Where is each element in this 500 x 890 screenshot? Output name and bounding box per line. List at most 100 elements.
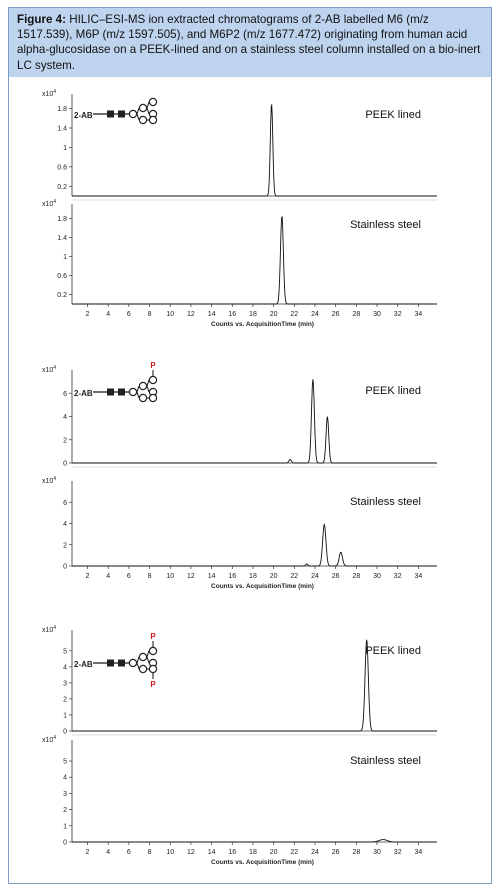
y-tick-label: 2 bbox=[63, 807, 67, 814]
x-tick-label: 28 bbox=[352, 311, 360, 318]
x-axis-title: Counts vs. AcquisitionTime (min) bbox=[211, 859, 314, 866]
y-tick-label: 1.8 bbox=[57, 106, 67, 113]
panel-stainless-steel: x104 0 1 2 3 4 5 Stainless steel bbox=[42, 735, 437, 847]
x-tick-label: 24 bbox=[311, 849, 319, 856]
x-tick-label: 12 bbox=[187, 311, 195, 318]
x-tick-label: 26 bbox=[332, 849, 340, 856]
x-tick-label: 34 bbox=[414, 311, 422, 318]
chromatogram-trace bbox=[72, 379, 437, 464]
y-tick-label: 1 bbox=[63, 145, 67, 152]
y-tick-label: 1 bbox=[63, 254, 67, 261]
x-tick-label: 30 bbox=[373, 849, 381, 856]
mannose-circle-icon bbox=[148, 115, 158, 125]
phosphate-label: P bbox=[150, 680, 156, 689]
x-tick-label: 14 bbox=[208, 849, 216, 856]
y-tick-label: 2 bbox=[63, 696, 67, 703]
x-axis-title: Counts vs. AcquisitionTime (min) bbox=[211, 583, 314, 590]
panel-label: Stainless steel bbox=[350, 755, 421, 767]
x-tick-label: 30 bbox=[373, 311, 381, 318]
x-tick-label: 26 bbox=[332, 573, 340, 580]
x-tick-label: 6 bbox=[127, 311, 131, 318]
y-tick-label: 0 bbox=[63, 729, 67, 736]
glycan-bond bbox=[136, 662, 140, 670]
x-tick-label: 22 bbox=[290, 311, 298, 318]
y-tick-label: 3 bbox=[63, 680, 67, 687]
y-scale-exponent: 4 bbox=[53, 365, 56, 371]
y-tick-label: 5 bbox=[63, 648, 67, 655]
y-tick-label: 2 bbox=[63, 437, 67, 444]
x-tick-label: 16 bbox=[228, 573, 236, 580]
y-tick-label: 1 bbox=[63, 712, 67, 719]
x-tick-label: 14 bbox=[208, 311, 216, 318]
x-tick-label: 18 bbox=[249, 849, 257, 856]
y-tick-label: 4 bbox=[63, 414, 67, 421]
x-tick-label: 24 bbox=[311, 311, 319, 318]
x-tick-label: 20 bbox=[270, 311, 278, 318]
mannose-circle-icon bbox=[138, 103, 148, 113]
mannose-circle-icon bbox=[138, 652, 148, 662]
panel-peek-lined: x104 0 2 4 6 PEEK lined bbox=[42, 365, 437, 468]
glycan-tag-label: 2-AB bbox=[74, 389, 93, 398]
glcnac-square-icon bbox=[118, 110, 125, 118]
glcnac-square-icon bbox=[118, 659, 125, 667]
glycan-bond bbox=[146, 379, 150, 387]
x-tick-label: 16 bbox=[228, 849, 236, 856]
x-tick-label: 8 bbox=[148, 573, 152, 580]
panel-peek-lined: x104 0 1 2 3 4 5 PEEK lined bbox=[42, 625, 437, 736]
x-tick-label: 30 bbox=[373, 573, 381, 580]
phosphate-label: P bbox=[150, 361, 156, 370]
y-scale-exponent: 4 bbox=[53, 199, 56, 205]
x-tick-label: 2 bbox=[86, 849, 90, 856]
chromatogram-trace bbox=[72, 104, 437, 197]
x-tick-label: 22 bbox=[290, 573, 298, 580]
x-axis-title: Counts vs. AcquisitionTime (min) bbox=[211, 321, 314, 328]
chromatogram-trace bbox=[72, 639, 437, 732]
y-scale-label: x104 bbox=[42, 199, 56, 208]
glcnac-square-icon bbox=[107, 388, 114, 396]
x-tick-label: 18 bbox=[249, 311, 257, 318]
x-tick-label: 10 bbox=[166, 311, 174, 318]
glycan-bond bbox=[136, 107, 140, 115]
y-scale-exponent: 4 bbox=[53, 89, 56, 95]
chromatogram-panels: x104 0.2 0.6 1 1.4 1.8 PEEK lined x104 0.2 0.6 1 1.… bbox=[42, 89, 437, 866]
x-tick-label: 10 bbox=[166, 573, 174, 580]
x-tick-label: 18 bbox=[249, 573, 257, 580]
y-tick-label: 0.6 bbox=[57, 164, 67, 171]
x-tick-label: 16 bbox=[228, 311, 236, 318]
y-tick-label: 1.4 bbox=[57, 126, 67, 133]
x-tick-label: 32 bbox=[394, 311, 402, 318]
x-tick-label: 34 bbox=[414, 573, 422, 580]
y-scale-label: x104 bbox=[42, 89, 56, 98]
mannose-circle-icon bbox=[138, 381, 148, 391]
glycan-structure-m6p: 2-AB P bbox=[74, 361, 158, 403]
x-tick-label: 8 bbox=[148, 311, 152, 318]
y-scale-exponent: 4 bbox=[53, 735, 56, 741]
glycan-bond bbox=[146, 101, 150, 109]
y-scale-label: x104 bbox=[42, 476, 56, 485]
glycan-bond bbox=[146, 650, 150, 658]
y-scale-exponent: 4 bbox=[53, 476, 56, 482]
y-tick-label: 5 bbox=[63, 759, 67, 766]
y-scale-label: x104 bbox=[42, 365, 56, 374]
y-tick-label: 1.4 bbox=[57, 235, 67, 242]
y-scale-label: x104 bbox=[42, 625, 56, 634]
chromatogram-trace bbox=[72, 216, 437, 305]
y-scale-label: x104 bbox=[42, 735, 56, 744]
y-tick-label: 4 bbox=[63, 775, 67, 782]
mannose-circle-icon bbox=[128, 109, 138, 119]
x-tick-label: 34 bbox=[414, 849, 422, 856]
panel-label: Stainless steel bbox=[350, 496, 421, 508]
x-tick-label: 28 bbox=[352, 573, 360, 580]
x-tick-label: 6 bbox=[127, 573, 131, 580]
glycan-bond bbox=[136, 391, 140, 399]
glycan-structure-m6: 2-AB bbox=[74, 97, 158, 125]
y-tick-label: 1 bbox=[63, 823, 67, 830]
mannose-circle-icon bbox=[138, 664, 148, 674]
x-tick-label: 20 bbox=[270, 849, 278, 856]
y-tick-label: 4 bbox=[63, 521, 67, 528]
glycan-bond bbox=[146, 107, 150, 115]
